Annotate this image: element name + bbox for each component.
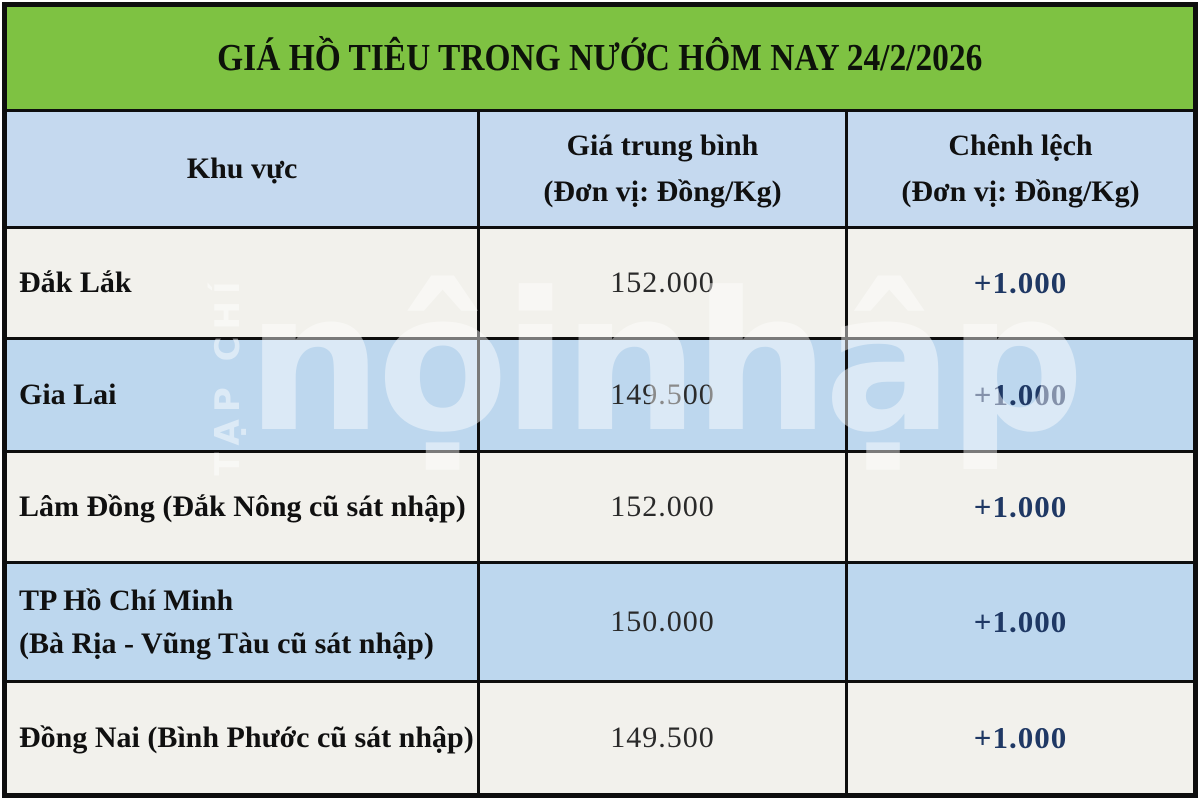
column-header-region: Khu vực: [7, 112, 477, 226]
price-cell-dong-nai: 149.500: [480, 683, 845, 793]
region-cell-dong-nai: Đồng Nai (Bình Phước cũ sát nhập): [7, 683, 477, 793]
change-cell-dong-nai: +1.000: [848, 683, 1193, 793]
column-header-difference: Chênh lệch (Đơn vị: Đồng/Kg): [848, 112, 1193, 226]
column-header-average-price: Giá trung bình (Đơn vị: Đồng/Kg): [480, 112, 845, 226]
price-cell-dak-lak: 152.000: [480, 229, 845, 337]
change-cell-dak-lak: +1.000: [848, 229, 1193, 337]
table-title-band: GIÁ HỒ TIÊU TRONG NƯỚC HÔM NAY 24/2/2026: [7, 7, 1193, 109]
region-cell-gia-lai: Gia Lai: [7, 340, 477, 450]
region-cell-lam-dong: Lâm Đồng (Đắk Nông cũ sát nhập): [7, 453, 477, 561]
change-cell-gia-lai: +1.000: [848, 340, 1193, 450]
price-cell-tp-ho-chi-minh: 150.000: [480, 564, 845, 680]
price-cell-gia-lai: 149.500: [480, 340, 845, 450]
price-cell-lam-dong: 152.000: [480, 453, 845, 561]
table-title: GIÁ HỒ TIÊU TRONG NƯỚC HÔM NAY 24/2/2026: [217, 37, 983, 79]
region-cell-dak-lak: Đắk Lắk: [7, 229, 477, 337]
change-cell-lam-dong: +1.000: [848, 453, 1193, 561]
region-cell-tp-ho-chi-minh: TP Hồ Chí Minh (Bà Rịa - Vũng Tàu cũ sát…: [7, 564, 477, 680]
price-table: GIÁ HỒ TIÊU TRONG NƯỚC HÔM NAY 24/2/2026…: [7, 7, 1193, 793]
change-cell-tp-ho-chi-minh: +1.000: [848, 564, 1193, 680]
